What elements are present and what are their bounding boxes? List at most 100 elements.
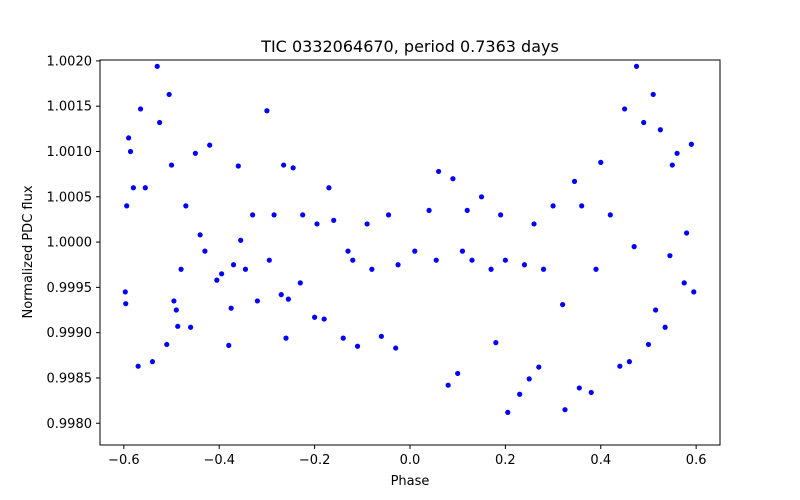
data-point (345, 248, 351, 254)
data-point (264, 108, 270, 114)
data-point (502, 257, 508, 263)
data-point (560, 301, 566, 308)
data-point (326, 185, 332, 191)
data-point (393, 345, 399, 351)
data-point (536, 364, 542, 370)
data-point (626, 359, 632, 365)
data-point (271, 212, 277, 218)
data-point (250, 212, 256, 218)
x-tick-label: 0.2 (495, 453, 516, 468)
y-tick-label: 0.9980 (47, 417, 93, 432)
data-point (188, 324, 194, 330)
data-point (238, 237, 244, 243)
data-point (588, 389, 594, 396)
data-point (450, 176, 456, 182)
data-point (571, 178, 578, 184)
data-point (197, 232, 203, 238)
data-point (369, 266, 375, 272)
data-point (235, 163, 241, 169)
data-point (521, 262, 528, 268)
data-point (166, 91, 172, 98)
data-point (228, 305, 234, 311)
data-point (517, 391, 523, 397)
data-point (340, 335, 346, 341)
y-tick-label: 1.0015 (47, 100, 93, 115)
data-point (278, 292, 284, 298)
x-tick-label: −0.6 (108, 453, 140, 468)
data-point (219, 271, 225, 277)
data-point (321, 316, 327, 322)
x-tick-label: −0.2 (299, 453, 331, 468)
data-point (314, 221, 320, 227)
data-point (433, 257, 439, 263)
data-point (540, 266, 547, 272)
x-tick-label: −0.4 (203, 453, 235, 468)
data-point (230, 262, 237, 268)
data-point (122, 289, 128, 295)
data-point (281, 162, 287, 168)
data-point (242, 266, 249, 272)
data-point (202, 248, 208, 254)
data-point (178, 266, 184, 272)
chart-title: TIC 0332064670, period 0.7363 days (260, 37, 559, 56)
data-point (290, 165, 296, 171)
data-point (183, 203, 189, 209)
x-tick-label: 0.0 (400, 453, 421, 468)
data-point (192, 150, 198, 156)
data-point (331, 217, 337, 223)
data-point (674, 150, 680, 156)
y-tick-label: 1.0000 (47, 236, 93, 251)
data-point (662, 324, 668, 330)
data-points (122, 63, 697, 415)
data-point (650, 91, 656, 98)
data-point (681, 280, 687, 286)
data-point (464, 207, 470, 213)
data-point (617, 363, 623, 369)
data-point (622, 106, 628, 112)
data-point (142, 185, 148, 191)
data-point (426, 207, 432, 213)
data-point (469, 257, 475, 263)
data-point (168, 162, 175, 168)
data-point (498, 212, 504, 218)
data-point (297, 280, 303, 286)
plot-frame (99, 59, 721, 446)
data-point (350, 257, 356, 263)
data-point (550, 203, 556, 209)
x-axis-label: Phase (391, 474, 430, 489)
data-point (130, 185, 136, 191)
data-point (436, 168, 442, 175)
y-axis: 0.9980 0.9985 0.9990 0.9995 1.0000 1.0005 1.00… (47, 54, 100, 432)
data-point (526, 376, 532, 382)
data-point (667, 253, 673, 259)
data-point (164, 341, 170, 348)
data-point (378, 333, 384, 339)
data-point (254, 298, 260, 304)
data-point (531, 221, 537, 227)
data-point (157, 119, 163, 126)
data-point (653, 307, 659, 313)
data-point (633, 63, 640, 69)
data-point (226, 342, 232, 348)
data-point (171, 298, 177, 304)
data-point (135, 363, 141, 369)
data-point (354, 343, 361, 349)
data-point (364, 221, 370, 227)
data-point (175, 323, 181, 329)
data-point (688, 141, 694, 147)
data-point (562, 407, 568, 413)
y-tick-label: 0.9985 (47, 371, 93, 386)
data-point (493, 340, 499, 346)
data-point (455, 370, 461, 377)
data-point (645, 341, 652, 348)
data-point (173, 307, 179, 313)
data-point (478, 194, 485, 200)
data-point (137, 106, 144, 112)
data-point (126, 135, 132, 141)
data-point (412, 248, 418, 254)
y-tick-label: 0.9995 (47, 281, 93, 296)
data-point (607, 212, 613, 218)
data-point (283, 335, 289, 341)
data-point (395, 262, 401, 268)
